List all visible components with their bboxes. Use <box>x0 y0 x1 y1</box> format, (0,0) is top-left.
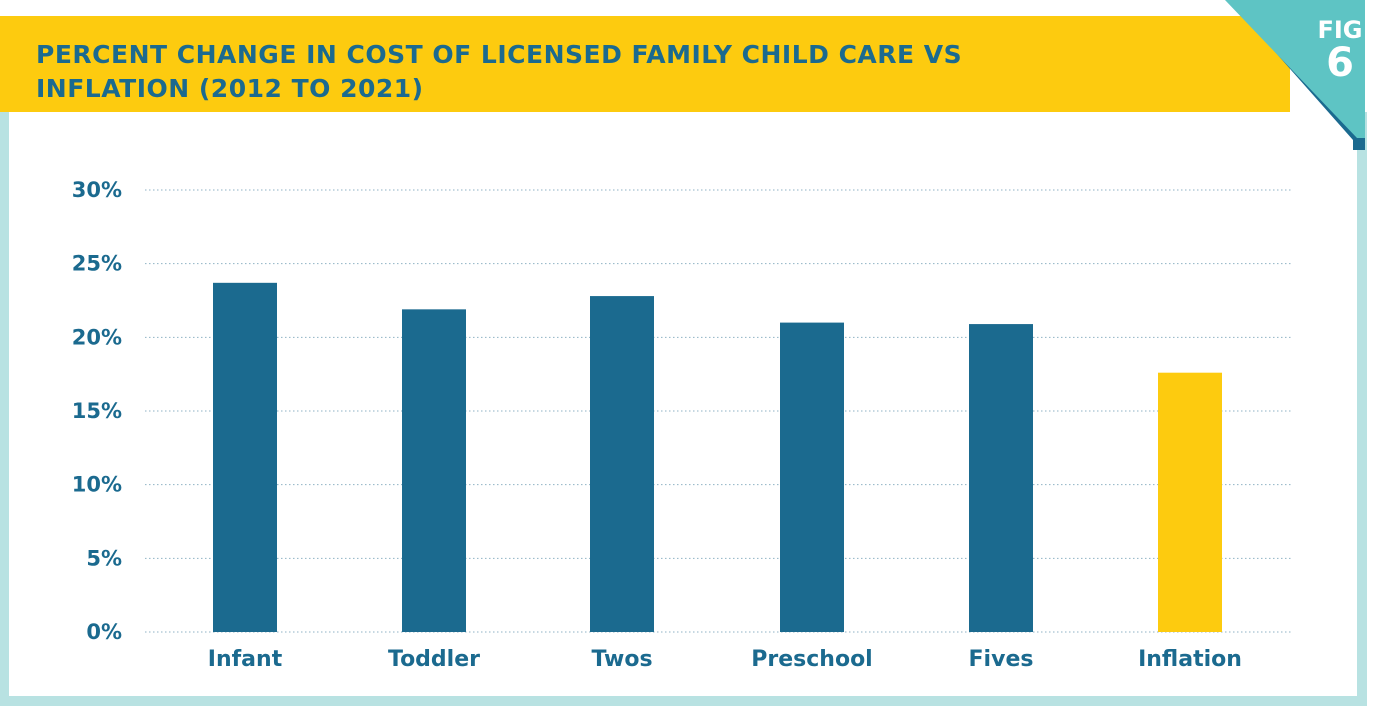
y-tick-label: 15% <box>72 399 122 423</box>
bar-preschool <box>780 322 844 632</box>
bar-infant <box>213 282 277 632</box>
x-category-label: Infant <box>208 647 283 672</box>
x-category-label: Toddler <box>388 647 480 672</box>
figure-label: FIG <box>1317 16 1363 44</box>
title-banner: PERCENT CHANGE IN COST OF LICENSED FAMIL… <box>0 16 1290 112</box>
chart-title: PERCENT CHANGE IN COST OF LICENSED FAMIL… <box>36 40 963 103</box>
y-tick-label: 30% <box>72 178 122 202</box>
y-tick-label: 0% <box>86 620 122 644</box>
figure-tab-shape <box>1225 0 1365 138</box>
bar-toddler <box>402 309 466 632</box>
bar-inflation <box>1158 372 1222 632</box>
y-tick-label: 20% <box>72 325 122 349</box>
x-category-label: Preschool <box>751 647 872 672</box>
x-category-label: Inflation <box>1138 647 1242 672</box>
y-tick-label: 10% <box>72 473 122 497</box>
figure-tab <box>1225 0 1365 150</box>
x-category-label: Twos <box>591 647 652 672</box>
bar-twos <box>590 296 654 632</box>
bar-fives <box>969 324 1033 632</box>
figure-number: 6 <box>1326 40 1354 86</box>
y-tick-label: 5% <box>86 546 122 570</box>
x-category-label: Fives <box>969 647 1034 672</box>
y-tick-label: 25% <box>72 252 122 276</box>
